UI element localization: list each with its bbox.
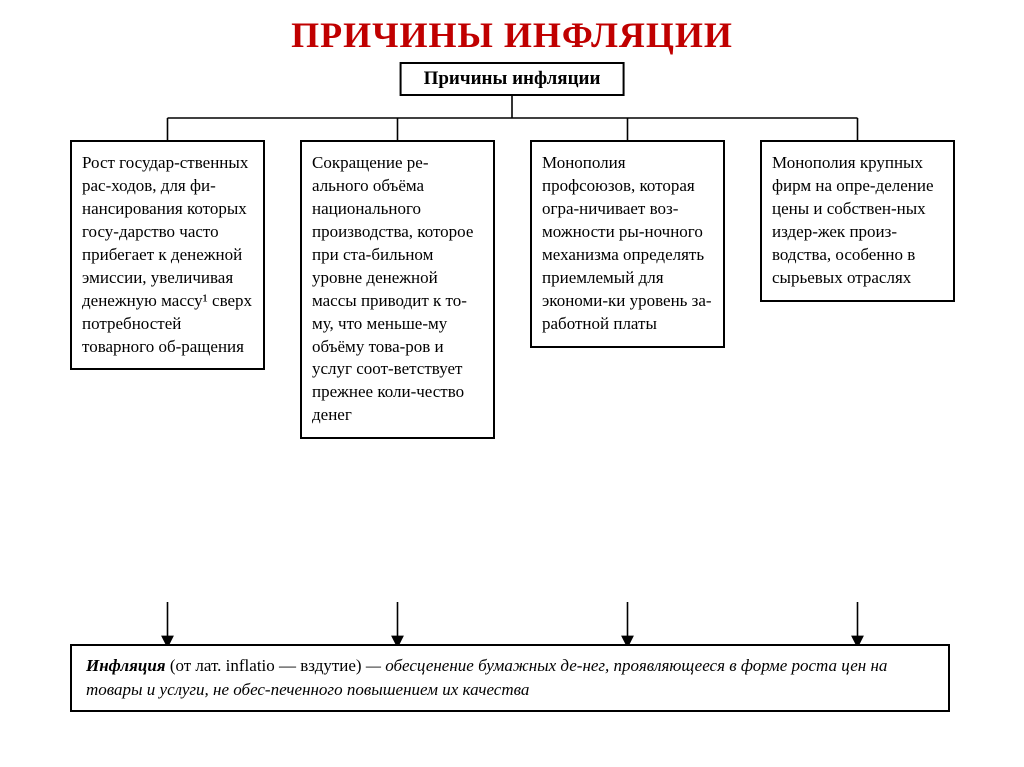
page-title: ПРИЧИНЫ ИНФЛЯЦИИ bbox=[0, 0, 1024, 62]
cause-box-firm-monopoly: Монополия крупных фирм на опре-деление ц… bbox=[760, 140, 955, 302]
root-box: Причины инфляции bbox=[400, 62, 625, 96]
cause-box-gov-spending: Рост государ-ственных рас-ходов, для фи-… bbox=[70, 140, 265, 370]
definition-etymology: (от лат. inflatio — вздутие) bbox=[170, 656, 362, 675]
definition-term: Инфляция bbox=[86, 656, 170, 675]
cause-box-union-monopoly: Монополия профсоюзов, которая огра-ничив… bbox=[530, 140, 725, 348]
diagram-container: Причины инфляции Рост государ-ственных р… bbox=[60, 62, 964, 762]
definition-box: Инфляция (от лат. inflatio — вздутие) — … bbox=[70, 644, 950, 712]
cause-box-production-decline: Сокращение ре-ального объёма национально… bbox=[300, 140, 495, 439]
